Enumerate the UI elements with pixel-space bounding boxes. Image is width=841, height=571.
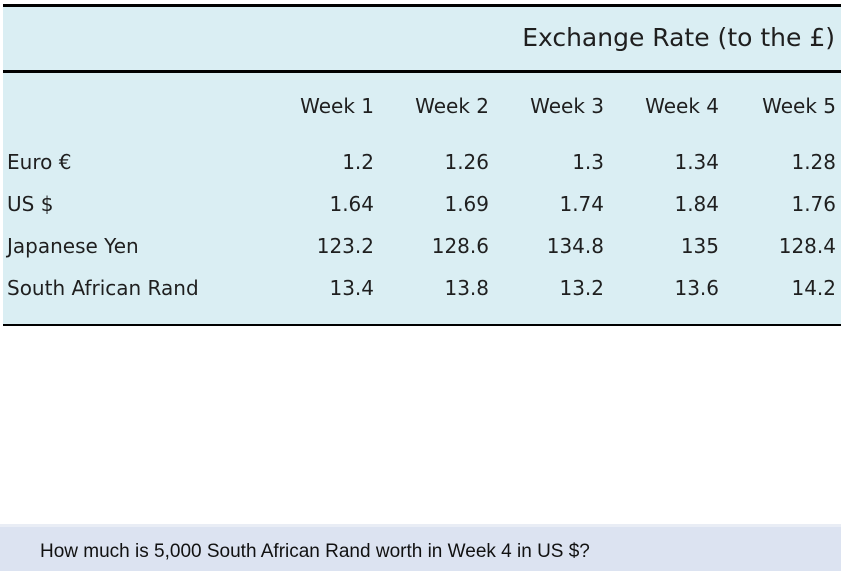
exchange-rate-table: Week 1 Week 2 Week 3 Week 4 Week 5 Euro … bbox=[3, 85, 836, 309]
cell-south-african-rand-week-1: 13.4 bbox=[329, 276, 374, 300]
row-label-japanese-yen: Japanese Yen bbox=[7, 234, 139, 258]
table-title-row: Exchange Rate (to the £) bbox=[3, 7, 841, 73]
cell-japanese-yen-week-2: 128.6 bbox=[431, 234, 489, 258]
column-header-week-4: Week 4 bbox=[645, 94, 719, 118]
question-bar: How much is 5,000 South African Rand wor… bbox=[0, 524, 841, 571]
cell-us-dollar-week-3: 1.74 bbox=[559, 192, 604, 216]
table-row-south-african-rand: South African Rand 13.4 13.8 13.2 13.6 1… bbox=[3, 267, 836, 309]
table-row-euro: Euro € 1.2 1.26 1.3 1.34 1.28 bbox=[3, 127, 836, 183]
cell-euro-week-1: 1.2 bbox=[342, 150, 374, 174]
cell-japanese-yen-week-5: 128.4 bbox=[778, 234, 836, 258]
column-header-week-2: Week 2 bbox=[415, 94, 489, 118]
cell-japanese-yen-week-1: 123.2 bbox=[316, 234, 374, 258]
table-row-japanese-yen: Japanese Yen 123.2 128.6 134.8 135 128.4 bbox=[3, 225, 836, 267]
cell-us-dollar-week-4: 1.84 bbox=[674, 192, 719, 216]
cell-south-african-rand-week-3: 13.2 bbox=[559, 276, 604, 300]
cell-us-dollar-week-2: 1.69 bbox=[444, 192, 489, 216]
cell-japanese-yen-week-4: 135 bbox=[680, 234, 719, 258]
column-header-week-1: Week 1 bbox=[300, 94, 374, 118]
cell-euro-week-4: 1.34 bbox=[674, 150, 719, 174]
row-label-south-african-rand: South African Rand bbox=[7, 276, 199, 300]
question-text: How much is 5,000 South African Rand wor… bbox=[40, 541, 590, 562]
row-label-us-dollar: US $ bbox=[7, 192, 54, 216]
column-header-week-5: Week 5 bbox=[762, 94, 836, 118]
table-title: Exchange Rate (to the £) bbox=[522, 23, 835, 52]
table-row-us-dollar: US $ 1.64 1.69 1.74 1.84 1.76 bbox=[3, 183, 836, 225]
cell-south-african-rand-week-5: 14.2 bbox=[791, 276, 836, 300]
cell-us-dollar-week-5: 1.76 bbox=[791, 192, 836, 216]
column-header-week-3: Week 3 bbox=[530, 94, 604, 118]
cell-south-african-rand-week-4: 13.6 bbox=[674, 276, 719, 300]
cell-euro-week-5: 1.28 bbox=[791, 150, 836, 174]
table-header-row: Week 1 Week 2 Week 3 Week 4 Week 5 bbox=[3, 85, 836, 127]
cell-euro-week-2: 1.26 bbox=[444, 150, 489, 174]
cell-south-african-rand-week-2: 13.8 bbox=[444, 276, 489, 300]
table-corner-cell bbox=[3, 85, 259, 127]
cell-us-dollar-week-1: 1.64 bbox=[329, 192, 374, 216]
exchange-rate-table-panel: Exchange Rate (to the £) Week 1 Week 2 W… bbox=[3, 4, 841, 326]
cell-euro-week-3: 1.3 bbox=[572, 150, 604, 174]
row-label-euro: Euro € bbox=[7, 150, 72, 174]
cell-japanese-yen-week-3: 134.8 bbox=[546, 234, 604, 258]
